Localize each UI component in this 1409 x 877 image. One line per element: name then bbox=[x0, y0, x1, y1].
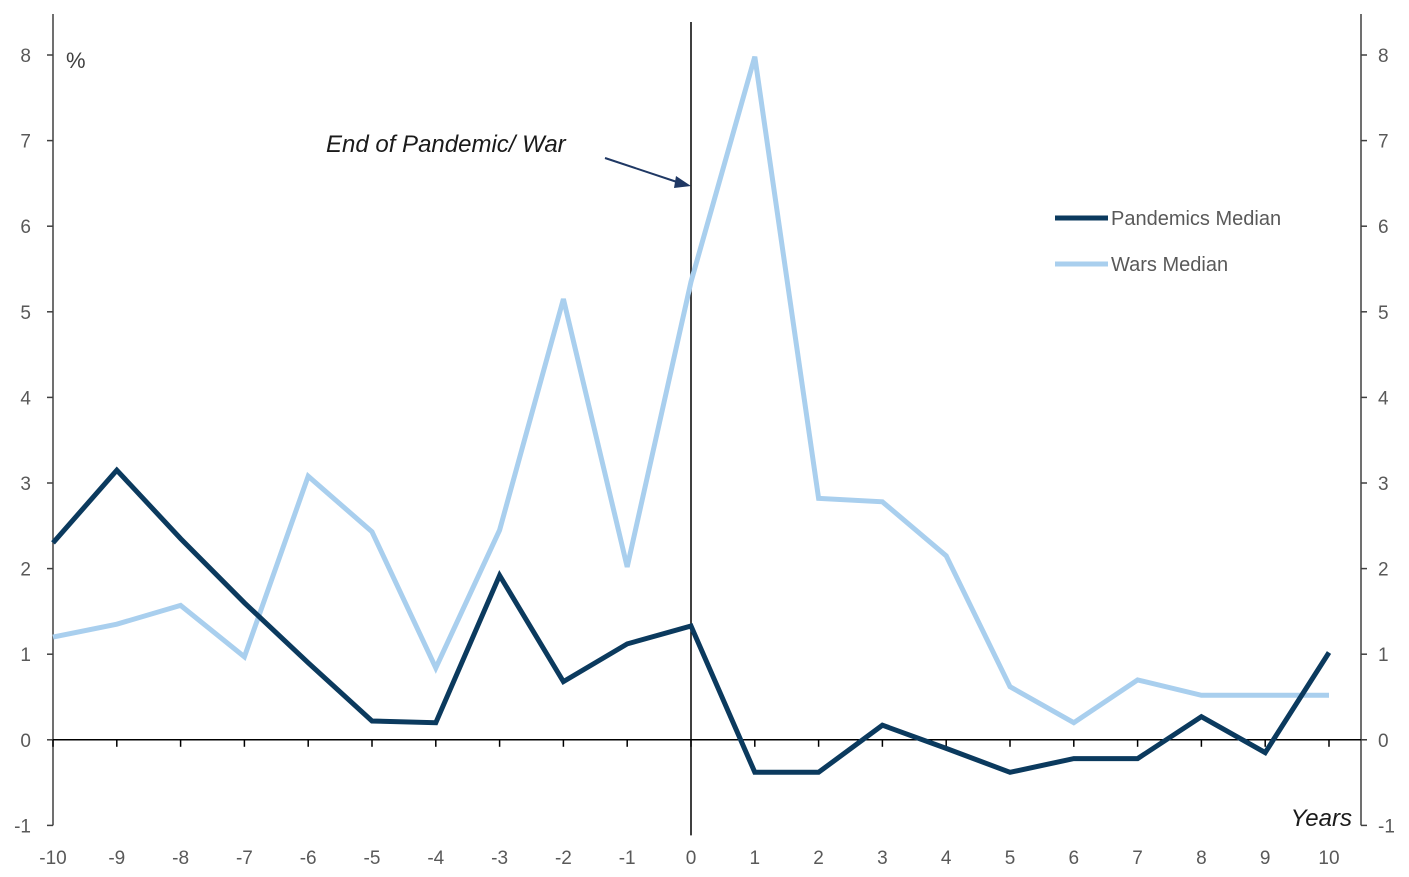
legend-label-pandemics-median: Pandemics Median bbox=[1111, 208, 1281, 230]
x-axis-title: Years bbox=[1291, 805, 1352, 832]
right-y-tick-label: 8 bbox=[1378, 46, 1389, 67]
right-y-tick-label: 1 bbox=[1378, 645, 1389, 666]
x-tick-label: 1 bbox=[750, 848, 761, 869]
legend: Pandemics Median Wars Median bbox=[1055, 208, 1281, 276]
x-tick-label: -1 bbox=[619, 848, 636, 869]
x-tick-label: -4 bbox=[427, 848, 444, 869]
right-y-tick-label: 2 bbox=[1378, 560, 1389, 581]
x-tick-label: 6 bbox=[1069, 848, 1080, 869]
right-y-tick-label: 3 bbox=[1378, 474, 1389, 495]
right-y-tick-label: -1 bbox=[1378, 816, 1395, 837]
series-lines bbox=[51, 56, 1332, 775]
series-line-wars-median bbox=[52, 56, 1329, 726]
x-tick-label: -9 bbox=[108, 848, 125, 869]
x-tick-label: 8 bbox=[1196, 848, 1207, 869]
right-y-tick-label: 4 bbox=[1378, 388, 1389, 409]
right-y-tick-label: 0 bbox=[1378, 731, 1389, 752]
annotation-arrow bbox=[604, 157, 691, 188]
left-y-tick-label: 3 bbox=[20, 474, 31, 495]
legend-label-wars-median: Wars Median bbox=[1111, 254, 1228, 276]
x-tick-label: 3 bbox=[877, 848, 888, 869]
right-y-tick-label: 7 bbox=[1378, 132, 1389, 153]
x-tick-label: 4 bbox=[941, 848, 952, 869]
left-y-tick-label: 8 bbox=[20, 46, 31, 67]
x-tick-label: 10 bbox=[1318, 848, 1339, 869]
left-y-tick-label: 0 bbox=[20, 731, 31, 752]
x-tick-label: 7 bbox=[1132, 848, 1143, 869]
left-y-tick-label: 1 bbox=[20, 645, 31, 666]
x-tick-label: -6 bbox=[300, 848, 317, 869]
left-y-tick-label: 5 bbox=[20, 303, 31, 324]
left-y-tick-label: -1 bbox=[14, 816, 31, 837]
x-tick-label: -7 bbox=[236, 848, 253, 869]
left-y-tick-label: 2 bbox=[20, 560, 31, 581]
left-y-tick-label: 6 bbox=[20, 217, 31, 238]
left-y-tick-label: 4 bbox=[20, 388, 31, 409]
x-tick-label: -3 bbox=[491, 848, 508, 869]
x-tick-label: 2 bbox=[813, 848, 824, 869]
end-of-pandemic-war-annotation: End of Pandemic/ War bbox=[326, 131, 567, 158]
x-tick-label: -10 bbox=[39, 848, 66, 869]
x-tick-label: 5 bbox=[1005, 848, 1016, 869]
right-y-tick-label: 5 bbox=[1378, 303, 1389, 324]
x-tick-label: -2 bbox=[555, 848, 572, 869]
x-tick-label: 9 bbox=[1260, 848, 1271, 869]
x-tick-label: -8 bbox=[172, 848, 189, 869]
left-y-tick-label: 7 bbox=[20, 132, 31, 153]
x-tick-label: 0 bbox=[686, 848, 697, 869]
y-axis-unit-label: % bbox=[66, 48, 86, 73]
axes: -1 -10 01 12 23 34 45 56 67 78 8-10 -9 -8 -7 -6 -5 -4 -3-… bbox=[14, 14, 1395, 869]
right-y-tick-label: 6 bbox=[1378, 217, 1389, 238]
series-line-pandemics-median bbox=[51, 466, 1332, 775]
x-tick-label: -5 bbox=[364, 848, 381, 869]
